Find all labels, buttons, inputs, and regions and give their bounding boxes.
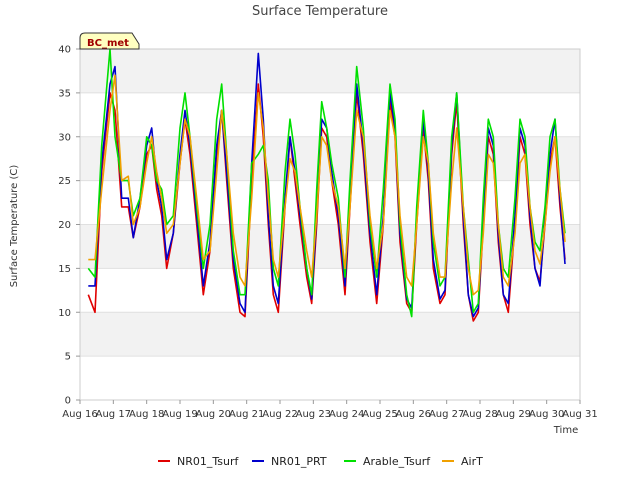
series-line-airt — [88, 74, 566, 296]
legend-label: AirT — [461, 455, 483, 468]
y-tick-label: 35 — [58, 88, 71, 99]
y-tick-label: 25 — [58, 176, 71, 187]
y-axis-ticks: 0 5 10 15 20 25 30 35 40 — [58, 45, 80, 407]
grid-band — [80, 312, 580, 357]
y-tick-label: 30 — [58, 132, 71, 143]
legend-label: NR01_PRT — [271, 455, 327, 468]
y-axis-label: Surface Temperature (C) — [9, 165, 20, 288]
x-tick-label: Aug 29 — [496, 409, 531, 420]
x-tick-label: Aug 18 — [129, 409, 164, 420]
x-tick-label: Aug 25 — [362, 409, 397, 420]
x-tick-label: Aug 30 — [529, 409, 564, 420]
x-tick-label: Aug 23 — [296, 409, 331, 420]
x-tick-label: Aug 26 — [396, 409, 431, 420]
x-tick-label: Aug 27 — [429, 409, 464, 420]
x-tick-label: Aug 20 — [196, 409, 231, 420]
site-badge: BC_met — [79, 32, 140, 50]
y-tick-label: 10 — [58, 308, 71, 319]
site-badge-label: BC_met — [87, 38, 129, 49]
x-tick-label: Aug 24 — [329, 409, 364, 420]
x-tick-label: Aug 19 — [162, 409, 197, 420]
grid-band — [80, 224, 580, 269]
series-lines — [87, 48, 566, 322]
x-tick-label: Aug 22 — [262, 409, 297, 420]
grid-band — [80, 49, 580, 93]
y-tick-label: 40 — [58, 45, 71, 56]
x-tick-label: Aug 17 — [96, 409, 131, 420]
y-tick-label: 15 — [58, 264, 71, 275]
x-tick-label: Aug 28 — [462, 409, 497, 420]
site-badge-box — [79, 32, 140, 50]
y-tick-label: 0 — [65, 396, 71, 407]
legend-label: NR01_Tsurf — [177, 455, 239, 468]
y-tick-label: 20 — [58, 220, 71, 231]
x-tick-label: Aug 31 — [562, 409, 597, 420]
chart-title: Surface Temperature — [252, 4, 388, 19]
legend-label: Arable_Tsurf — [363, 455, 431, 468]
x-axis-label: Time — [553, 425, 578, 436]
series-line-arable-tsurf — [87, 48, 566, 318]
legend: NR01_Tsurf NR01_PRT Arable_Tsurf AirT — [158, 455, 483, 468]
x-tick-label: Aug 16 — [62, 409, 97, 420]
x-tick-label: Aug 21 — [229, 409, 264, 420]
y-tick-label: 5 — [65, 352, 71, 363]
